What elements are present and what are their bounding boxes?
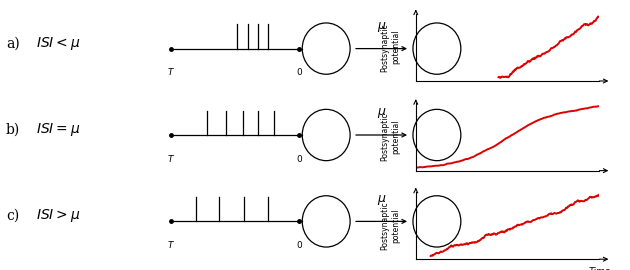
Text: $0$: $0$ bbox=[295, 153, 303, 164]
Text: Time: Time bbox=[589, 267, 611, 270]
Text: Postsynaptic
potential: Postsynaptic potential bbox=[381, 23, 400, 72]
Text: $\mu$: $\mu$ bbox=[377, 20, 386, 34]
Text: $T$: $T$ bbox=[166, 153, 175, 164]
Text: $T$: $T$ bbox=[166, 66, 175, 77]
Text: $0$: $0$ bbox=[295, 66, 303, 77]
Text: b): b) bbox=[6, 123, 20, 137]
Text: c): c) bbox=[6, 209, 20, 223]
Text: $\mu$: $\mu$ bbox=[377, 106, 386, 120]
Text: $0$: $0$ bbox=[295, 239, 303, 250]
Text: a): a) bbox=[6, 36, 20, 50]
Text: $\mathit{ISI} > \mu$: $\mathit{ISI} > \mu$ bbox=[36, 208, 80, 224]
Text: $\mathit{ISI} = \mu$: $\mathit{ISI} = \mu$ bbox=[36, 121, 80, 138]
Text: Postsynaptic
potential: Postsynaptic potential bbox=[381, 201, 400, 250]
Text: $T$: $T$ bbox=[166, 239, 175, 250]
Text: $\mathit{ISI} < \mu$: $\mathit{ISI} < \mu$ bbox=[36, 35, 80, 52]
Text: Postsynaptic
potential: Postsynaptic potential bbox=[381, 113, 400, 161]
Text: $\mu$: $\mu$ bbox=[377, 193, 386, 207]
